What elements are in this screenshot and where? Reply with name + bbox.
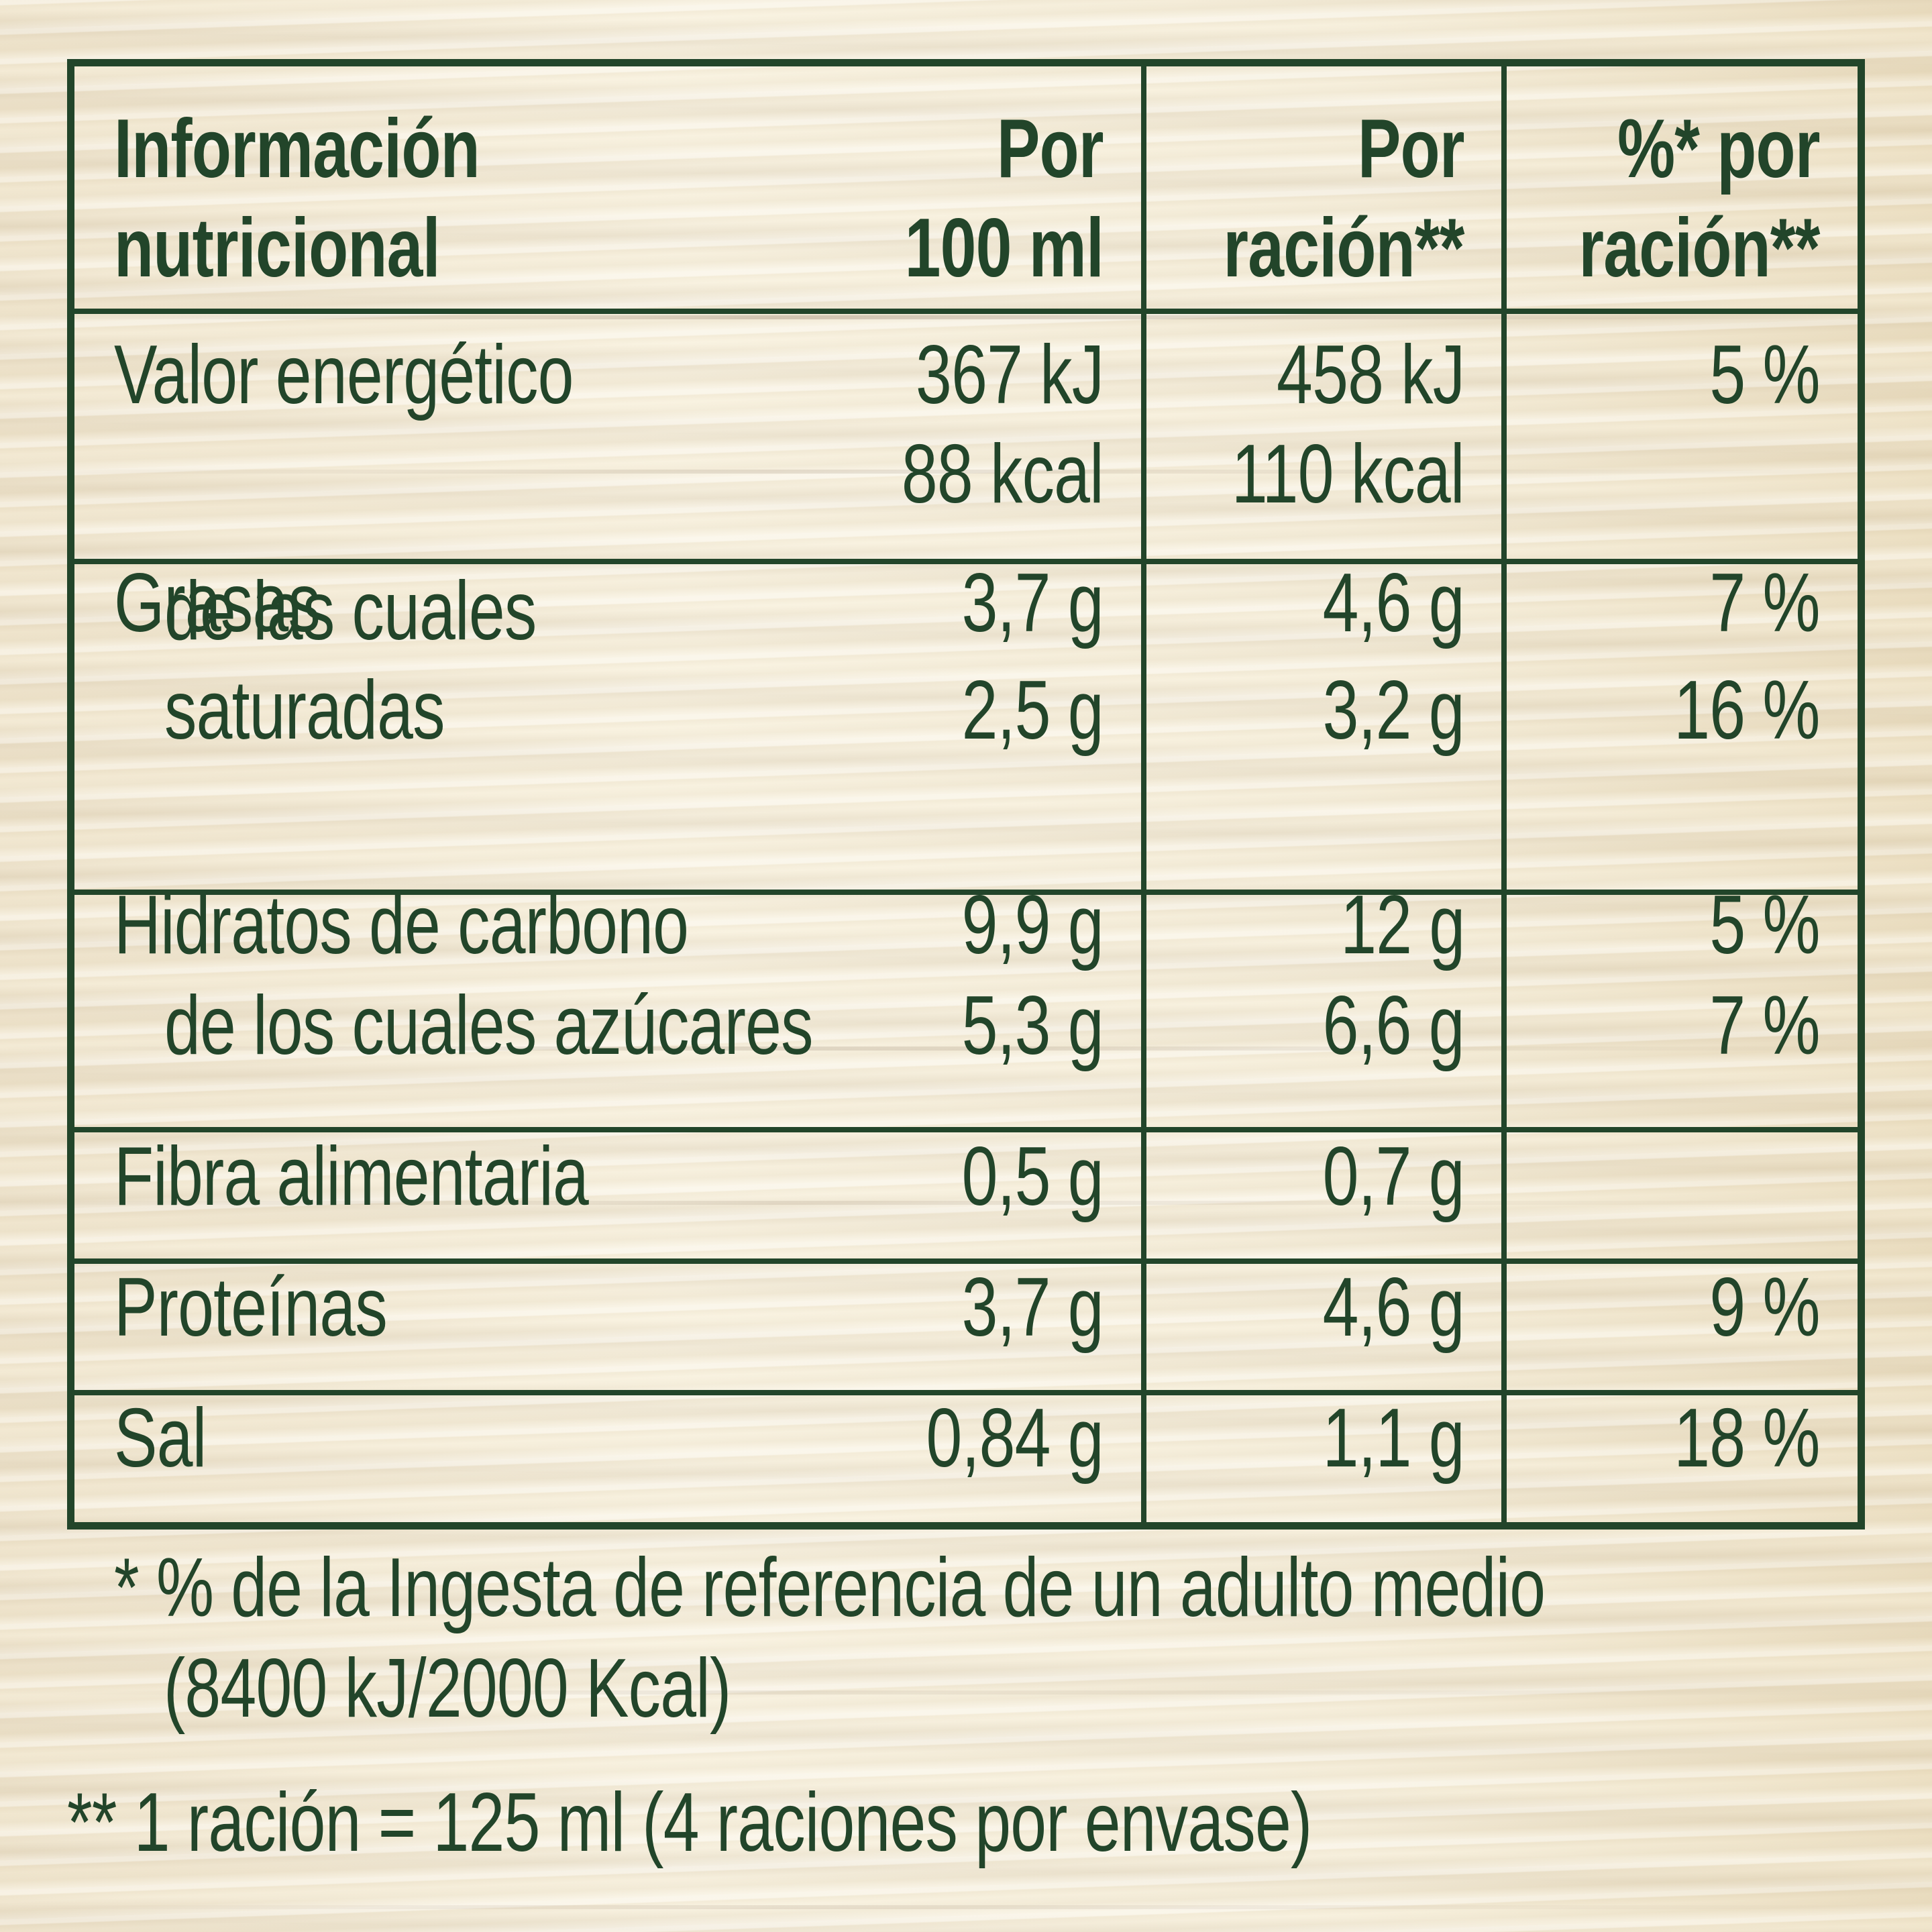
- header-per-serving: ración**: [1223, 202, 1465, 294]
- nutrient-name: de los cuales azúcares: [164, 979, 813, 1072]
- value-per-serving: 4,6 g: [1322, 1261, 1465, 1354]
- footnote-reference-intake-values: (8400 kJ/2000 Kcal): [164, 1642, 731, 1735]
- row-divider: [74, 890, 1858, 895]
- header-percent-per-serving: %* por: [1617, 103, 1820, 195]
- value-per-100ml: 0,5 g: [961, 1130, 1104, 1223]
- row-divider: [74, 559, 1858, 564]
- row-divider: [74, 309, 1858, 314]
- header-nutrient: Información: [114, 103, 480, 195]
- percent-per-serving: 9 %: [1709, 1261, 1821, 1354]
- value-per-100ml: 367 kJ: [915, 329, 1104, 421]
- percent-per-serving: 16 %: [1674, 664, 1821, 757]
- nutrient-name: Sal: [114, 1392, 207, 1485]
- value-per-serving: 12 g: [1340, 879, 1465, 971]
- row-divider: [74, 1127, 1858, 1132]
- value-per-100ml: 0,84 g: [926, 1392, 1104, 1485]
- value-per-serving: 3,2 g: [1322, 664, 1465, 757]
- nutrient-name: Fibra alimentaria: [114, 1130, 589, 1223]
- column-divider: [1141, 66, 1146, 1522]
- column-divider: [1501, 66, 1507, 1522]
- header-per-100ml: 100 ml: [904, 202, 1104, 294]
- footnote-serving-size: ** 1 ración = 125 ml (4 raciones por env…: [67, 1776, 1312, 1869]
- value-per-serving: 110 kcal: [1232, 428, 1465, 521]
- footnote-line: % de la Ingesta de referencia de un adul…: [156, 1542, 1546, 1634]
- value-per-100ml: 88 kcal: [902, 428, 1104, 521]
- header-percent-per-serving: ración**: [1578, 202, 1821, 294]
- header-per-serving: Por: [1358, 103, 1465, 195]
- value-per-100ml: 3,7 g: [961, 1261, 1104, 1354]
- value-per-100ml: 5,3 g: [961, 979, 1104, 1072]
- row-divider: [74, 1390, 1858, 1395]
- percent-per-serving: 18 %: [1674, 1392, 1821, 1485]
- nutrient-name: Valor energético: [114, 329, 574, 421]
- nutrient-name: saturadas: [164, 664, 445, 757]
- value-per-serving: 4,6 g: [1322, 557, 1465, 649]
- percent-per-serving: 7 %: [1709, 979, 1821, 1072]
- footnote-reference-intake: * % de la Ingesta de referencia de un ad…: [114, 1538, 1546, 1638]
- nutrient-name: Proteínas: [114, 1261, 388, 1354]
- row-divider: [74, 1258, 1858, 1264]
- percent-per-serving: 5 %: [1709, 879, 1821, 971]
- value-per-serving: 458 kJ: [1276, 329, 1465, 421]
- asterisk-mark: *: [114, 1542, 140, 1634]
- value-per-serving: 0,7 g: [1322, 1130, 1465, 1223]
- value-per-serving: 1,1 g: [1322, 1392, 1465, 1485]
- nutrient-name: Grasas: [114, 557, 321, 649]
- value-per-100ml: 2,5 g: [961, 664, 1104, 757]
- percent-per-serving: 5 %: [1709, 329, 1821, 421]
- value-per-serving: 6,6 g: [1322, 979, 1465, 1072]
- nutrition-table: [67, 59, 1865, 1529]
- percent-per-serving: 7 %: [1709, 557, 1821, 649]
- header-nutrient: nutricional: [114, 202, 441, 294]
- nutrient-name: Hidratos de carbono: [114, 879, 689, 971]
- nutrient-name: de las cuales: [164, 565, 537, 657]
- value-per-100ml: 3,7 g: [961, 557, 1104, 649]
- value-per-100ml: 9,9 g: [961, 879, 1104, 971]
- header-per-100ml: Por: [997, 103, 1104, 195]
